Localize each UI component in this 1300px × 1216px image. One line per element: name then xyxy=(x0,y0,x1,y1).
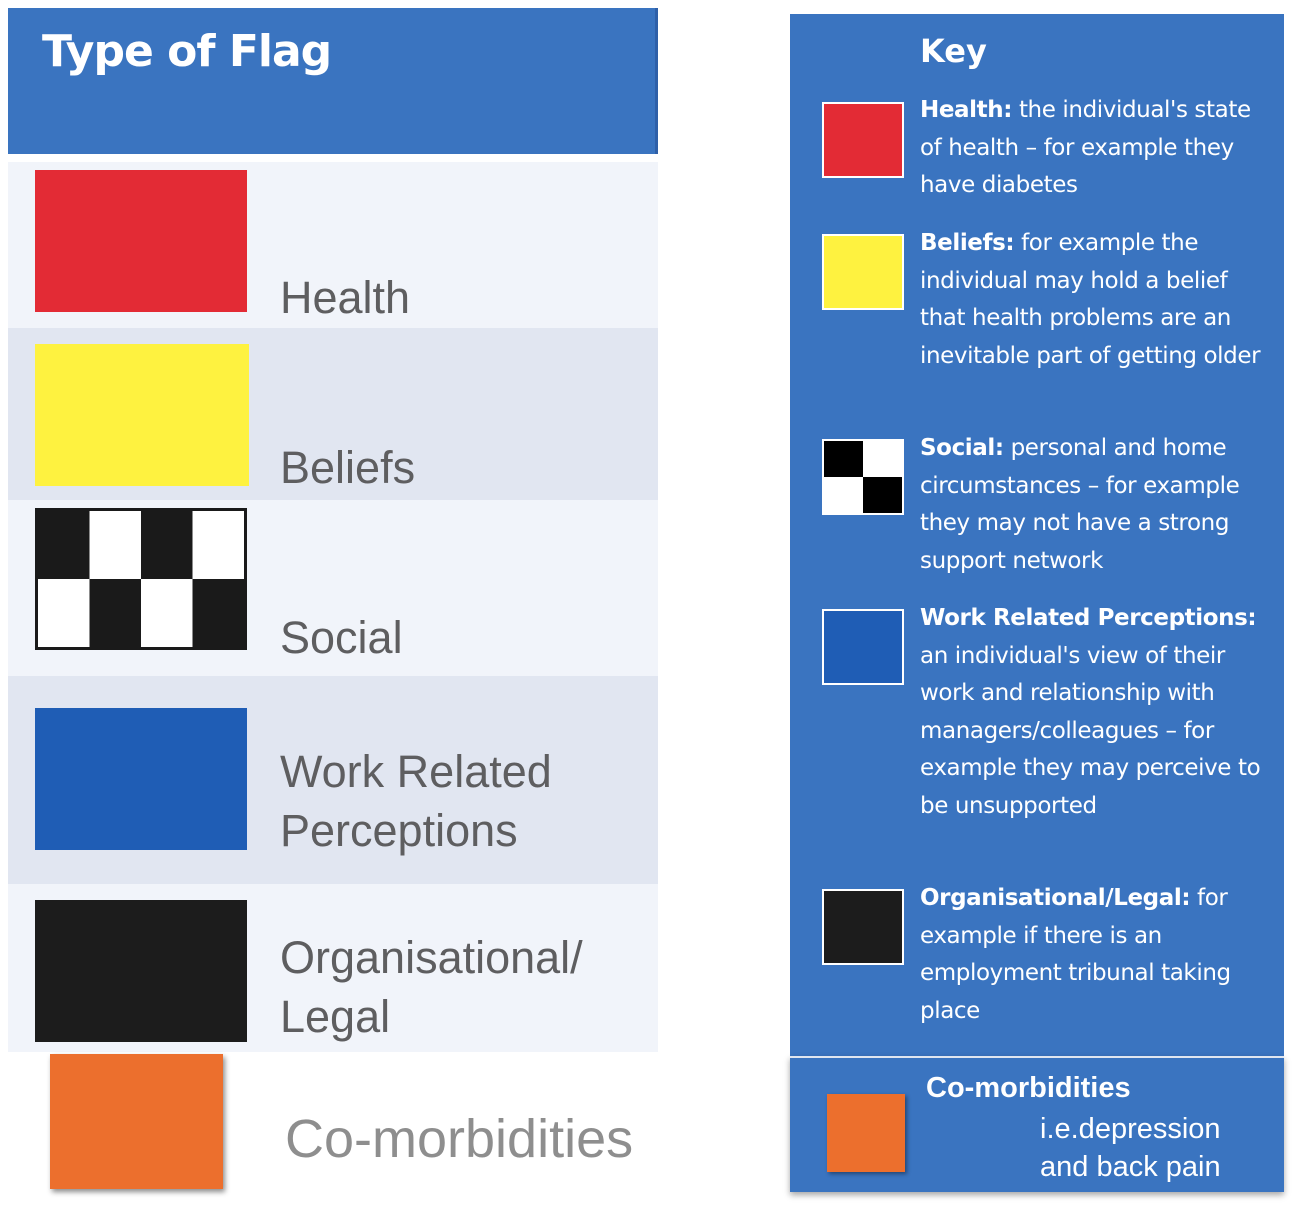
flag-row-work-related: Work Related Perceptions xyxy=(8,676,658,884)
beliefs-flag-swatch xyxy=(35,344,249,486)
flag-row-organisational: Organisational/ Legal xyxy=(8,884,658,1052)
key-social-text: Social: personal and home circumstances … xyxy=(920,430,1270,580)
flag-label-organisational: Organisational/ Legal xyxy=(280,932,583,1042)
key-work-related-swatch xyxy=(822,609,904,685)
key-health-swatch xyxy=(822,102,904,178)
flag-row-health: Health xyxy=(8,162,658,328)
key-social-term: Social: xyxy=(920,435,1004,461)
key-organisational-term: Organisational/Legal: xyxy=(920,885,1191,911)
table-header: Type of Flag xyxy=(8,8,658,154)
flag-label-social: Social xyxy=(280,612,403,663)
flag-row-social: Social xyxy=(8,500,658,676)
work-related-flag-swatch xyxy=(35,708,247,850)
flag-row-beliefs: Beliefs xyxy=(8,328,658,500)
social-flag-swatch xyxy=(35,508,247,650)
key-health-description: the individual's state of health – for e… xyxy=(920,97,1251,198)
key-beliefs-term: Beliefs: xyxy=(920,230,1015,256)
flag-label-work-related: Work Related Perceptions xyxy=(280,746,552,856)
flag-label-health: Health xyxy=(280,272,411,323)
key-comorbidities-box: Co-morbidities i.e.depression and back p… xyxy=(790,1056,1284,1192)
table-header-title: Type of Flag xyxy=(42,26,332,77)
key-beliefs-swatch xyxy=(822,234,904,310)
key-organisational-description: for example if there is an employment tr… xyxy=(920,885,1231,1024)
key-beliefs-text: Beliefs: for example the individual may … xyxy=(920,225,1270,375)
health-flag-swatch xyxy=(35,170,247,312)
comorbidities-label: Co-morbidities xyxy=(285,1109,634,1169)
key-work-related-term: Work Related Perceptions: xyxy=(920,605,1257,631)
key-comorbidities-title: Co-morbidities xyxy=(926,1072,1131,1104)
key-organisational-swatch xyxy=(822,889,904,965)
key-health-text: Health: the individual's state of health… xyxy=(920,92,1270,205)
key-social-description: personal and home circumstances – for ex… xyxy=(920,435,1240,574)
key-work-related-text: Work Related Perceptions: an individual'… xyxy=(920,600,1270,825)
comorbidities-flag-swatch xyxy=(50,1054,223,1189)
key-panel: Key Health: the individual's state of he… xyxy=(790,14,1284,1056)
organisational-flag-swatch xyxy=(35,900,247,1042)
key-beliefs-description: for example the individual may hold a be… xyxy=(920,230,1261,369)
key-health-term: Health: xyxy=(920,97,1013,123)
key-comorbidities-swatch xyxy=(827,1094,905,1172)
key-organisational-text: Organisational/Legal: for example if the… xyxy=(920,880,1270,1030)
key-social-swatch xyxy=(822,439,904,515)
key-comorbidities-description: i.e.depression and back pain xyxy=(1040,1113,1221,1183)
key-work-related-description: an individual's view of their work and r… xyxy=(920,642,1261,819)
key-title: Key xyxy=(920,32,987,70)
flag-label-beliefs: Beliefs xyxy=(280,442,416,493)
